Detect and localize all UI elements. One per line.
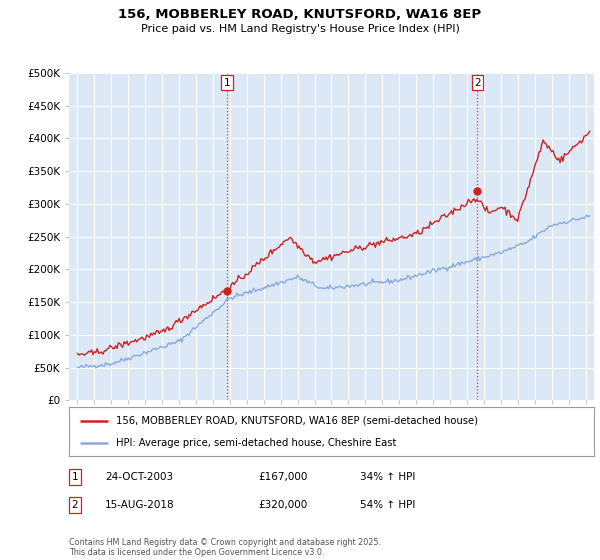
Text: Price paid vs. HM Land Registry's House Price Index (HPI): Price paid vs. HM Land Registry's House … (140, 24, 460, 34)
Text: £167,000: £167,000 (258, 472, 307, 482)
Text: 34% ↑ HPI: 34% ↑ HPI (360, 472, 415, 482)
Text: 156, MOBBERLEY ROAD, KNUTSFORD, WA16 8EP: 156, MOBBERLEY ROAD, KNUTSFORD, WA16 8EP (118, 8, 482, 21)
Text: £320,000: £320,000 (258, 500, 307, 510)
Text: 15-AUG-2018: 15-AUG-2018 (105, 500, 175, 510)
Text: Contains HM Land Registry data © Crown copyright and database right 2025.
This d: Contains HM Land Registry data © Crown c… (69, 538, 381, 557)
Text: 1: 1 (224, 78, 230, 88)
Text: 1: 1 (71, 472, 79, 482)
Text: 24-OCT-2003: 24-OCT-2003 (105, 472, 173, 482)
Text: 156, MOBBERLEY ROAD, KNUTSFORD, WA16 8EP (semi-detached house): 156, MOBBERLEY ROAD, KNUTSFORD, WA16 8EP… (116, 416, 478, 426)
Text: 54% ↑ HPI: 54% ↑ HPI (360, 500, 415, 510)
Text: 2: 2 (474, 78, 481, 88)
Text: 2: 2 (71, 500, 79, 510)
Text: HPI: Average price, semi-detached house, Cheshire East: HPI: Average price, semi-detached house,… (116, 437, 397, 447)
